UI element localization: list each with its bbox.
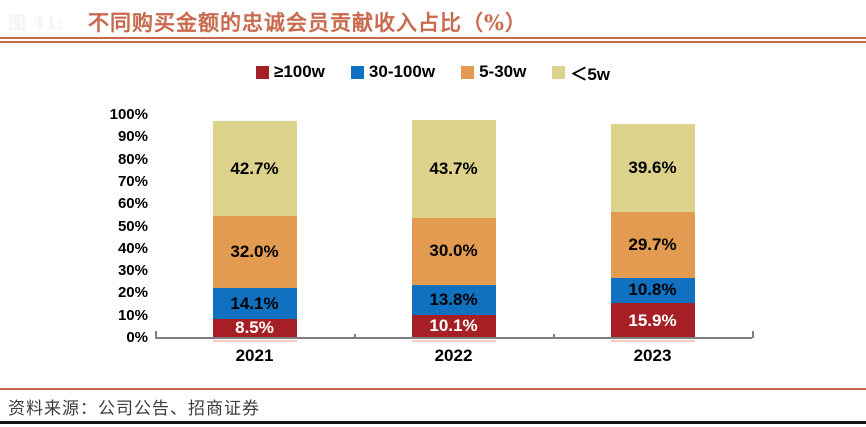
x-axis-category-label: 2022 [434, 346, 473, 365]
y-axis-tick-label: 90% [117, 128, 148, 146]
legend-label: 5-30w [479, 62, 527, 81]
data-label: 43.7% [429, 159, 478, 179]
bar-baseline-shadow [411, 339, 496, 342]
legend-swatch-30-100w [350, 65, 364, 79]
legend-swatch-5-30w [461, 65, 475, 79]
y-axis-tick-label: 80% [117, 150, 148, 168]
title-divider-line [0, 37, 866, 43]
y-axis-tick-label: 30% [117, 262, 148, 280]
data-label: 32.0% [230, 242, 279, 262]
y-axis-tick-label: 70% [117, 172, 148, 190]
x-axis-line [155, 337, 752, 339]
figure-number-label: 图 41: [8, 13, 64, 34]
footer-bottom-line [0, 421, 866, 424]
bar-segment-＜5w-2023: 39.6% [610, 123, 695, 213]
bar-segment-5-30w-2021: 32.0% [212, 216, 297, 288]
y-axis-tick-label: 50% [117, 217, 148, 235]
data-label: 39.6% [628, 157, 677, 177]
bar-segment-≥100w-2023: 15.9% [610, 302, 695, 338]
legend-item: 30-100w [350, 62, 436, 82]
data-label: 15.9% [628, 310, 677, 330]
x-axis-category-label: 2021 [235, 346, 274, 365]
bar-segment-30-100w-2022: 13.8% [411, 284, 496, 316]
x-axis-tick [752, 331, 754, 338]
legend-label: ≥100w [273, 62, 325, 81]
legend-swatch-＜5w [552, 65, 566, 79]
y-axis-tick-label: 100% [109, 106, 148, 123]
bar-baseline-shadow [212, 339, 297, 342]
y-axis-tick-label: 10% [117, 306, 148, 324]
data-label: 14.1% [230, 293, 279, 313]
data-label: 30.0% [429, 240, 478, 260]
bar-segment-＜5w-2022: 43.7% [411, 120, 496, 218]
y-axis-tick-label: 20% [117, 284, 148, 302]
legend-label: ＜5w [570, 64, 611, 84]
bar-segment-5-30w-2023: 29.7% [610, 212, 695, 279]
data-label: 10.8% [628, 280, 677, 300]
y-axis-tick-label: 0% [126, 329, 148, 346]
data-label: 8.5% [235, 318, 274, 338]
bar-baseline-shadow [610, 339, 695, 342]
data-label: 13.8% [429, 289, 478, 309]
data-label: 42.7% [230, 159, 279, 179]
footer-accent-line [0, 388, 866, 390]
bar-segment-30-100w-2021: 14.1% [212, 287, 297, 320]
legend-item: ＜5w [552, 60, 610, 85]
x-axis-category-label: 2023 [633, 346, 672, 365]
x-axis-tick [354, 334, 356, 338]
x-axis-tick [553, 334, 555, 338]
y-axis-tick-label: 60% [117, 195, 148, 213]
data-label: 10.1% [429, 316, 478, 336]
legend-swatch-≥100w [255, 65, 269, 79]
data-label: 29.7% [628, 235, 677, 255]
chart-title: 不同购买金额的忠诚会员贡献收入占比（%） [88, 10, 527, 35]
legend-label: 30-100w [368, 62, 436, 81]
bar-segment-≥100w-2021: 8.5% [212, 318, 297, 338]
bar-segment-5-30w-2022: 30.0% [411, 217, 496, 285]
source-text: 资料来源：公司公告、招商证券 [8, 399, 260, 419]
y-axis-tick-label: 40% [117, 239, 148, 257]
legend-item: 5-30w [461, 62, 526, 82]
legend-item: ≥100w [255, 62, 325, 82]
bar-segment-≥100w-2022: 10.1% [411, 315, 496, 338]
bar-segment-30-100w-2023: 10.8% [610, 278, 695, 303]
legend: ≥100w 30-100w 5-30w ＜5w [0, 60, 866, 85]
x-axis-tick [155, 331, 157, 338]
bar-segment-＜5w-2021: 42.7% [212, 121, 297, 217]
